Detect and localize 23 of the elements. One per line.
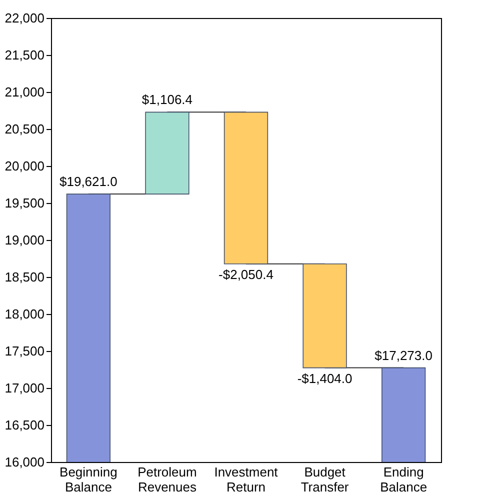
y-tick-label: 16,500	[4, 418, 44, 432]
y-tick-label: 18,000	[4, 306, 44, 322]
data-label: $1,106.4	[142, 92, 193, 108]
y-tick-label: 21,000	[4, 84, 44, 100]
data-label: -$1,404.0	[297, 370, 352, 386]
y-tick-label: 18,500	[4, 270, 44, 284]
y-tick-label: 21,500	[4, 48, 44, 62]
y-tick-label: 20,500	[4, 122, 44, 136]
data-label: $17,273.0	[374, 348, 432, 363]
y-tick-label: 19,500	[4, 196, 44, 210]
y-tick-label: 20,000	[4, 158, 44, 174]
x-tick-label: Ending Balance	[380, 464, 428, 494]
data-label: -$2,050.4	[218, 266, 274, 282]
x-tick-label: Investment Return	[214, 464, 278, 494]
y-tick-label: 17,000	[4, 380, 44, 396]
x-tick-label: Petroleum Revenues	[138, 464, 197, 494]
y-tick-label: 17,500	[4, 344, 44, 358]
x-tick-label: Beginning Balance	[60, 464, 118, 494]
y-tick-label: 22,000	[4, 10, 44, 26]
x-tick-label: Budget Transfer	[300, 464, 350, 494]
y-tick-label: 19,000	[4, 232, 44, 248]
y-tick-label: 16,000	[4, 454, 44, 470]
data-label: $19,621.0	[60, 174, 118, 190]
